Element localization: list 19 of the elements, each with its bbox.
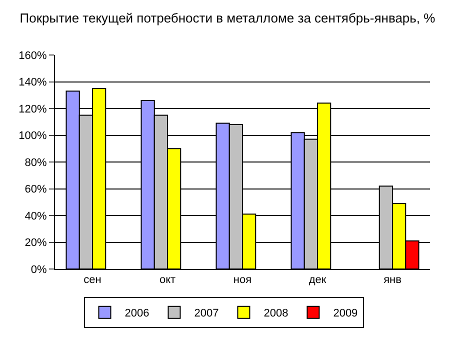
x-tick-label: дек (308, 274, 326, 286)
x-tick-label: окт (159, 274, 176, 286)
x-tick-label: сен (84, 274, 102, 286)
y-tick-label: 80% (24, 156, 48, 169)
legend-label: 2009 (333, 308, 358, 320)
x-tick-label: янв (384, 274, 402, 286)
y-tick-label: 60% (24, 184, 48, 196)
y-tick-label: 0% (30, 264, 48, 276)
y-tick-label: 20% (24, 237, 48, 250)
y-tick-label: 160% (18, 50, 48, 62)
legend-label: 2007 (194, 308, 219, 320)
y-tick-label: 140% (18, 76, 48, 89)
y-tick-label: 100% (18, 130, 48, 142)
y-tick-label: 120% (18, 103, 48, 116)
x-tick-label: ноя (233, 274, 252, 286)
legend-label: 2006 (124, 308, 150, 320)
legend-label: 2008 (264, 308, 288, 320)
y-tick-label: 40% (24, 210, 48, 222)
chart-title: Покрытие текущей потребности в металломе за сентябрь-январь, % (20, 10, 436, 26)
